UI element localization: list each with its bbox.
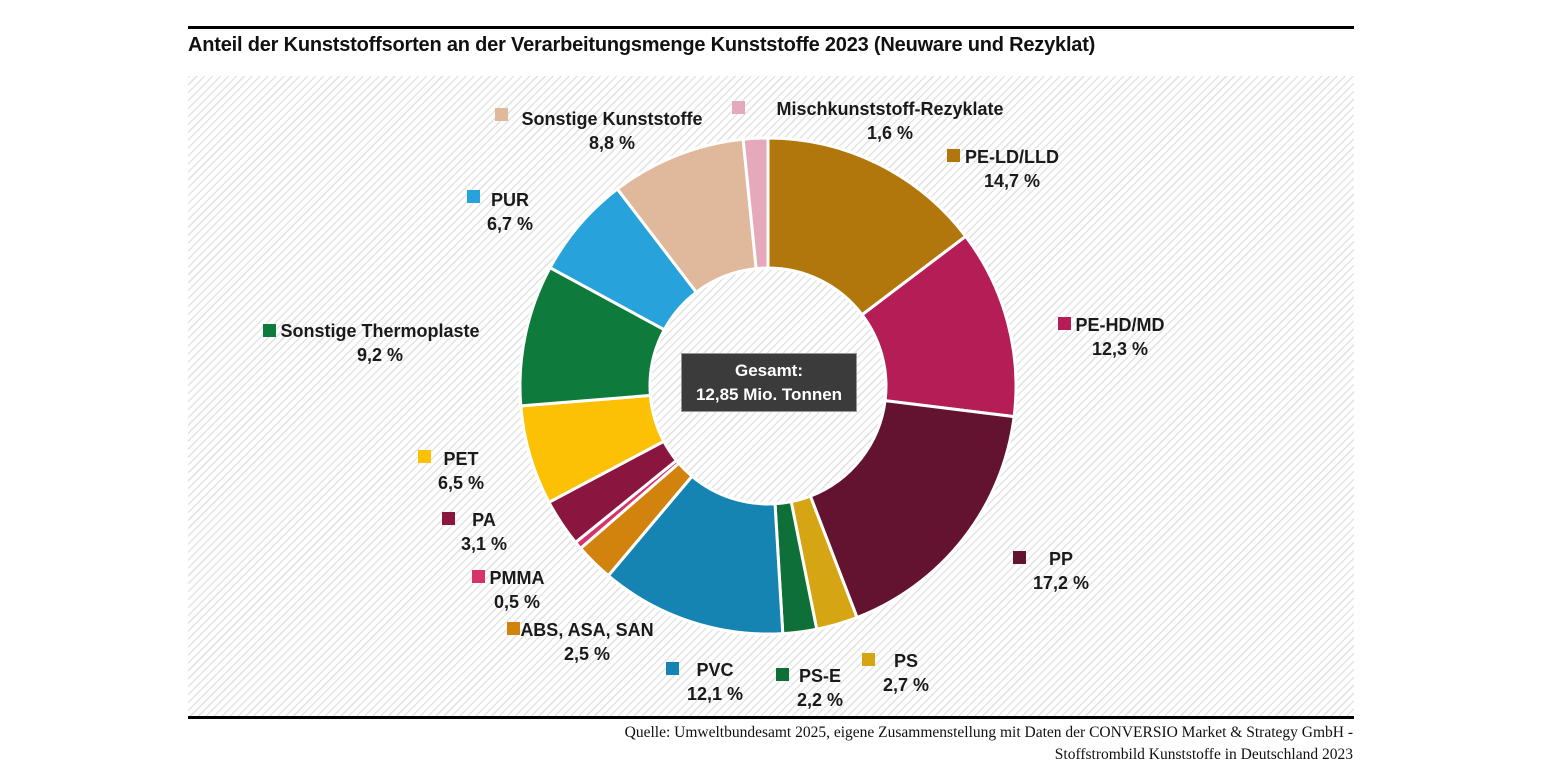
wedge-pp — [808, 398, 1016, 620]
wedge-pvc — [606, 474, 785, 636]
top-rule — [188, 26, 1354, 29]
source-line1: Quelle: Umweltbundesamt 2025, eigene Zus… — [624, 724, 1353, 741]
total-callout-line2: 12,85 Mio. Tonnen — [695, 384, 843, 404]
total-callout-line1: Gesamt: — [734, 360, 804, 380]
wedge-pe-ld-lld — [766, 136, 968, 317]
bottom-rule — [188, 716, 1354, 719]
wedge-mischkunststoff-rezyklate — [741, 136, 770, 271]
total-callout-box: Gesamt: 12,85 Mio. Tonnen — [681, 353, 857, 412]
source-attribution: Quelle: Umweltbundesamt 2025, eigene Zus… — [453, 722, 1353, 766]
source-line2: Stoffstrombild Kunststoffe in Deutschlan… — [1054, 746, 1353, 763]
chart-title: Anteil der Kunststoffsorten an der Verar… — [188, 34, 1096, 56]
